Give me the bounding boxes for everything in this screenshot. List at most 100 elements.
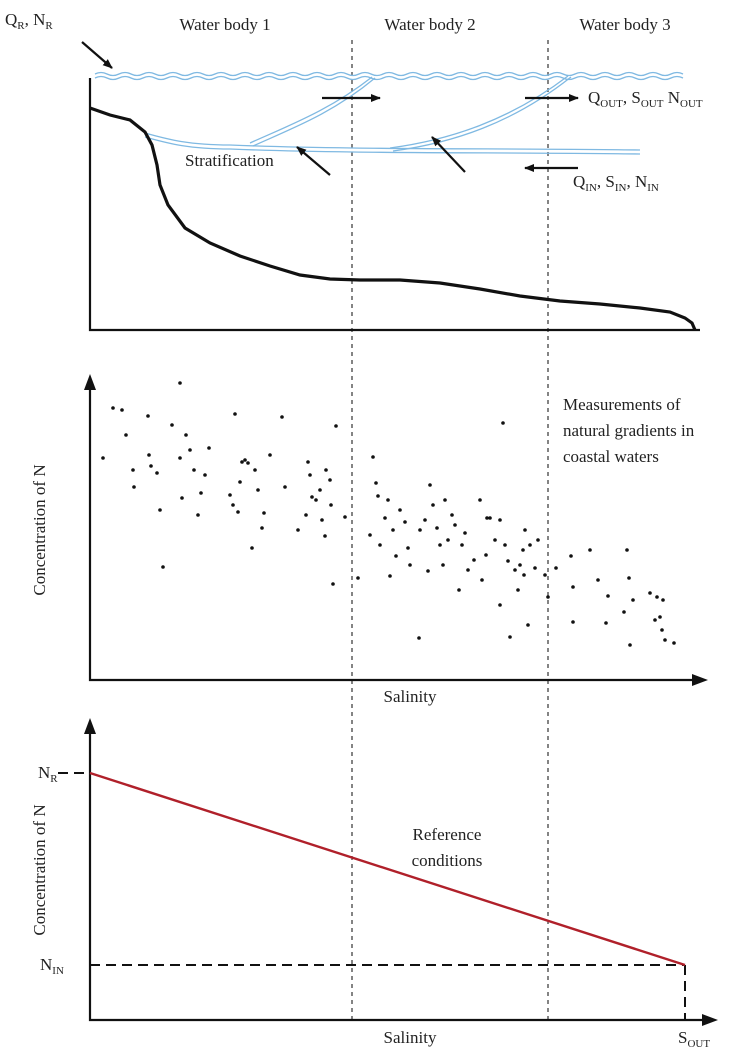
measurement-dot xyxy=(498,518,502,522)
measurement-dot xyxy=(120,408,124,412)
label-sub: IN xyxy=(615,182,627,194)
measurement-dot xyxy=(588,548,592,552)
measurement-dot xyxy=(501,421,505,425)
measurement-dot xyxy=(661,598,665,602)
water-body-label: Water body 2 xyxy=(384,15,475,34)
measurement-dot xyxy=(446,538,450,542)
measurement-dot xyxy=(606,594,610,598)
measurement-dot xyxy=(146,414,150,418)
measurement-dot xyxy=(236,510,240,514)
measurement-dot xyxy=(318,488,322,492)
label-sub: R xyxy=(45,20,53,32)
measurement-dot xyxy=(331,582,335,586)
measurement-dot xyxy=(569,554,573,558)
measurement-dot xyxy=(161,565,165,569)
measurement-dot xyxy=(170,423,174,427)
measurement-dot xyxy=(178,456,182,460)
measurement-dot xyxy=(631,598,635,602)
measurement-dot xyxy=(253,468,257,472)
measurement-dot xyxy=(368,533,372,537)
measurement-dot xyxy=(388,574,392,578)
measurement-dot xyxy=(356,576,360,580)
label-sub: OUT xyxy=(641,98,664,110)
axis-arrow xyxy=(84,718,96,734)
sout-label: SOUT xyxy=(678,1028,710,1050)
measurement-dot xyxy=(310,495,314,499)
measurement-dot xyxy=(655,595,659,599)
measurement-dot xyxy=(147,453,151,457)
measurement-dot xyxy=(627,576,631,580)
measurement-dot xyxy=(240,460,244,464)
note: Measurements of xyxy=(563,395,681,414)
sea-inflow-label: QIN, SIN, NIN xyxy=(573,172,659,194)
label-part: , S xyxy=(597,172,615,191)
measurement-dot xyxy=(391,528,395,532)
note: conditions xyxy=(412,851,483,870)
measurement-dot xyxy=(199,491,203,495)
measurement-dot xyxy=(672,641,676,645)
measurement-dot xyxy=(426,569,430,573)
measurement-dot xyxy=(518,563,522,567)
measurement-dot xyxy=(521,548,525,552)
arrow xyxy=(431,136,466,173)
label-part: , N xyxy=(25,10,46,29)
measurement-dot xyxy=(484,553,488,557)
measurement-dot xyxy=(658,615,662,619)
y-axis-label: Concentration of N xyxy=(30,804,49,935)
measurement-dot xyxy=(371,455,375,459)
measurement-dot xyxy=(408,563,412,567)
mixing-line xyxy=(252,77,376,147)
label-sub: IN xyxy=(585,182,597,194)
mixing-line xyxy=(392,76,572,152)
measurement-dot xyxy=(506,559,510,563)
measurement-dot xyxy=(431,503,435,507)
measurement-dot xyxy=(628,643,632,647)
mixing-line xyxy=(389,75,569,149)
measurement-dot xyxy=(403,520,407,524)
measurement-dot xyxy=(314,498,318,502)
measurement-dot xyxy=(443,498,447,502)
measurement-dot xyxy=(155,471,159,475)
measurement-dot xyxy=(158,508,162,512)
x-axis-label: Salinity xyxy=(384,1028,437,1047)
measurement-dot xyxy=(516,588,520,592)
measurement-dot xyxy=(394,554,398,558)
measurement-dot xyxy=(660,628,664,632)
measurement-dot xyxy=(280,415,284,419)
water-body-label: Water body 1 xyxy=(179,15,270,34)
measurement-dot xyxy=(296,528,300,532)
label-part: N xyxy=(38,763,50,782)
measurement-dot xyxy=(625,548,629,552)
measurement-dot xyxy=(378,543,382,547)
measurement-dot xyxy=(498,603,502,607)
measurement-dot xyxy=(246,461,250,465)
measurement-dot xyxy=(533,566,537,570)
measurement-dot xyxy=(663,638,667,642)
measurement-dot xyxy=(457,588,461,592)
outflow-label: QOUT, SOUT NOUT xyxy=(588,88,703,110)
measurement-dot xyxy=(543,573,547,577)
measurement-dot xyxy=(203,473,207,477)
measurement-dot xyxy=(184,433,188,437)
note: coastal waters xyxy=(563,447,659,466)
measurement-dot xyxy=(196,513,200,517)
measurement-dot xyxy=(192,468,196,472)
measurement-dot xyxy=(231,503,235,507)
measurement-dot xyxy=(522,573,526,577)
stratification-line xyxy=(144,132,641,151)
measurement-dot xyxy=(383,516,387,520)
measurement-dot xyxy=(188,448,192,452)
measurement-dot xyxy=(386,498,390,502)
measurement-dot xyxy=(526,623,530,627)
measurement-dot xyxy=(423,518,427,522)
measurement-dot xyxy=(101,456,105,460)
label-part: Q xyxy=(5,10,17,29)
measurement-dot xyxy=(178,381,182,385)
measurement-dot xyxy=(323,534,327,538)
bottom-profile xyxy=(89,106,697,331)
measurement-dot xyxy=(472,558,476,562)
measurement-dot xyxy=(417,636,421,640)
measurement-dot xyxy=(268,453,272,457)
measurement-dot xyxy=(374,481,378,485)
measurements xyxy=(101,381,676,647)
